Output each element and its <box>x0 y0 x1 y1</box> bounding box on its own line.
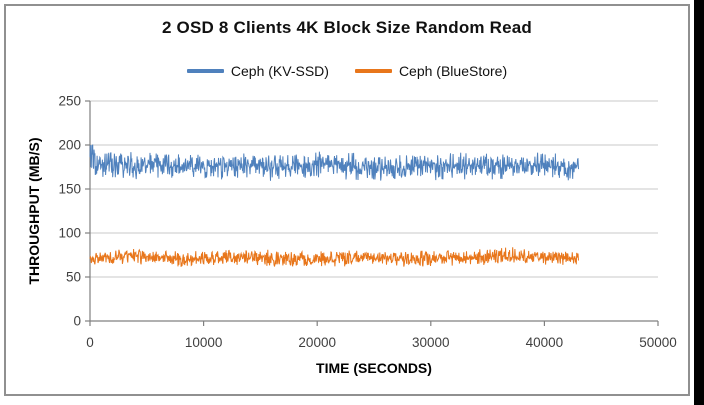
y-tick-label: 250 <box>58 94 81 109</box>
legend-item-kv-ssd: Ceph (KV-SSD) <box>186 63 329 79</box>
chart-border-box: 2 OSD 8 Clients 4K Block Size Random Rea… <box>4 4 690 396</box>
x-tick-label: 20000 <box>298 335 336 350</box>
x-tick-label: 0 <box>86 335 94 350</box>
x-tick-label: 40000 <box>526 335 564 350</box>
y-tick-label: 100 <box>58 226 81 241</box>
legend: Ceph (KV-SSD) Ceph (BlueStore) <box>6 63 688 79</box>
legend-line-swatch-bluestore <box>354 69 392 73</box>
x-axis-title: TIME (SECONDS) <box>316 360 432 376</box>
legend-line-swatch-kv-ssd <box>186 69 224 73</box>
y-axis-title: THROUGHPUT (MB/S) <box>26 138 42 285</box>
y-tick-label: 150 <box>58 182 81 197</box>
series-line-0 <box>89 144 579 181</box>
legend-item-bluestore: Ceph (BlueStore) <box>354 63 508 79</box>
series-line-1 <box>89 247 579 267</box>
y-tick-label: 0 <box>73 314 81 329</box>
x-tick-label: 30000 <box>412 335 450 350</box>
right-black-bar <box>694 0 704 405</box>
legend-label-bluestore: Ceph (BlueStore) <box>398 63 508 79</box>
legend-label-kv-ssd: Ceph (KV-SSD) <box>230 63 329 79</box>
x-tick-label: 10000 <box>185 335 223 350</box>
y-tick-label: 50 <box>66 270 81 285</box>
y-tick-label: 200 <box>58 138 81 153</box>
chart-title: 2 OSD 8 Clients 4K Block Size Random Rea… <box>161 18 533 37</box>
x-tick-label: 50000 <box>639 335 677 350</box>
